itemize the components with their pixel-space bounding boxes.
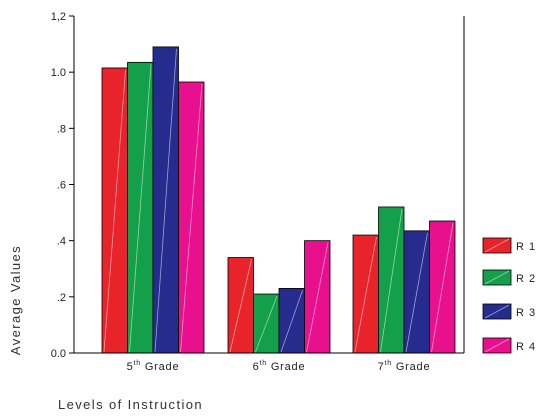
bar-1-r3: [152, 46, 179, 354]
y-tick-label: 1,2: [51, 11, 66, 23]
bar-sheen: [229, 259, 252, 353]
x-tick-label: 7th Grade: [378, 360, 431, 373]
y-tick-label: .4: [57, 236, 66, 248]
legend-item-r2: R 2: [482, 269, 536, 286]
legend-item-r3: R 3: [482, 303, 536, 320]
bars-group: [101, 46, 456, 354]
x-tick-label: 6th Grade: [253, 360, 306, 373]
bar-sheen: [129, 64, 152, 353]
legend-swatch-sheen: [484, 270, 510, 285]
bar-2-r3: [278, 288, 305, 354]
legend-item-r1: R 1: [482, 237, 536, 254]
bar-2-r1: [227, 257, 254, 354]
legend-label: R 2: [516, 273, 536, 285]
legend-swatch-sheen: [484, 338, 510, 353]
bar-sheen: [180, 83, 203, 353]
bar-1-r4: [178, 81, 205, 354]
bar-sheen: [405, 232, 428, 353]
y-tick-label: .8: [57, 123, 66, 135]
bar-sheen: [380, 208, 403, 353]
bar-sheen: [255, 295, 278, 353]
bar-3-r3: [403, 230, 430, 354]
x-tick-label: 5th Grade: [127, 360, 180, 373]
bar-sheen: [306, 242, 329, 353]
bar-sheen: [103, 69, 126, 353]
bar-1-r2: [127, 61, 154, 354]
bar-1-r1: [101, 67, 128, 354]
y-tick-label: .2: [57, 292, 66, 304]
bar-sheen: [431, 222, 454, 353]
legend-item-r4: R 4: [482, 337, 536, 354]
bar-sheen: [154, 48, 177, 353]
y-tick-label: 1.0: [51, 67, 66, 79]
bar-3-r4: [429, 220, 456, 354]
bar-3-r2: [378, 206, 405, 354]
axes-group: 0.0 .2 .4 .6 .8 1.0 1,2 5th Grade 6th Grade 7th G…: [51, 11, 465, 373]
x-axis-title: Levels of Instruction: [58, 397, 203, 412]
legend-swatch-sheen: [484, 304, 510, 319]
legend-swatch-sheen: [484, 238, 510, 253]
legend-label: R 3: [516, 307, 536, 319]
bar-sheen: [280, 290, 303, 353]
legend-label: R 1: [516, 241, 536, 253]
y-axis-title: Average Values: [8, 245, 23, 355]
bar-2-r4: [304, 240, 331, 354]
bar-2-r2: [253, 293, 280, 354]
y-tick-label: 0.0: [51, 348, 66, 360]
y-tick-label: .6: [57, 180, 66, 192]
legend: R 1 R 2 R 3 R 4: [482, 237, 536, 354]
bar-sheen: [354, 236, 377, 353]
legend-label: R 4: [516, 341, 536, 353]
bar-3-r1: [352, 234, 379, 354]
